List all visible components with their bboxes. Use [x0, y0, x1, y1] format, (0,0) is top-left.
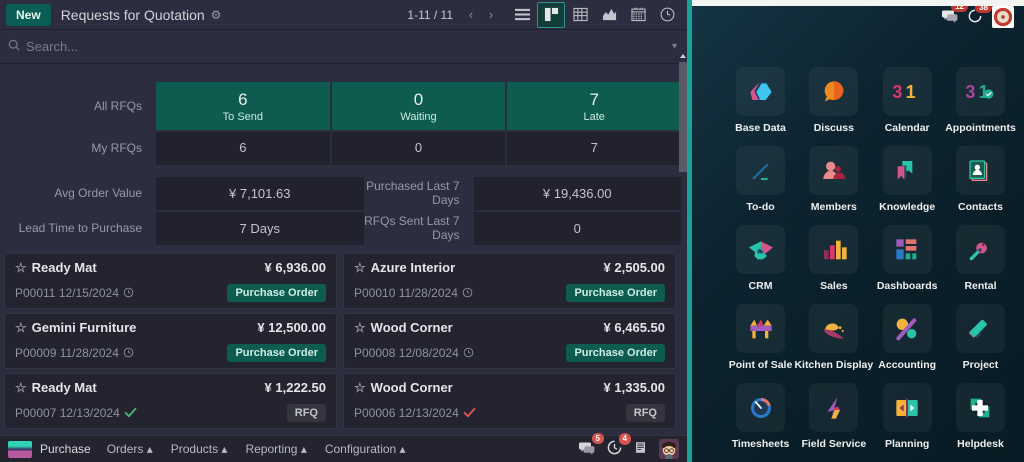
svg-text:1: 1 [906, 82, 916, 102]
svg-text:3: 3 [892, 82, 902, 102]
svg-text:3: 3 [966, 82, 976, 102]
